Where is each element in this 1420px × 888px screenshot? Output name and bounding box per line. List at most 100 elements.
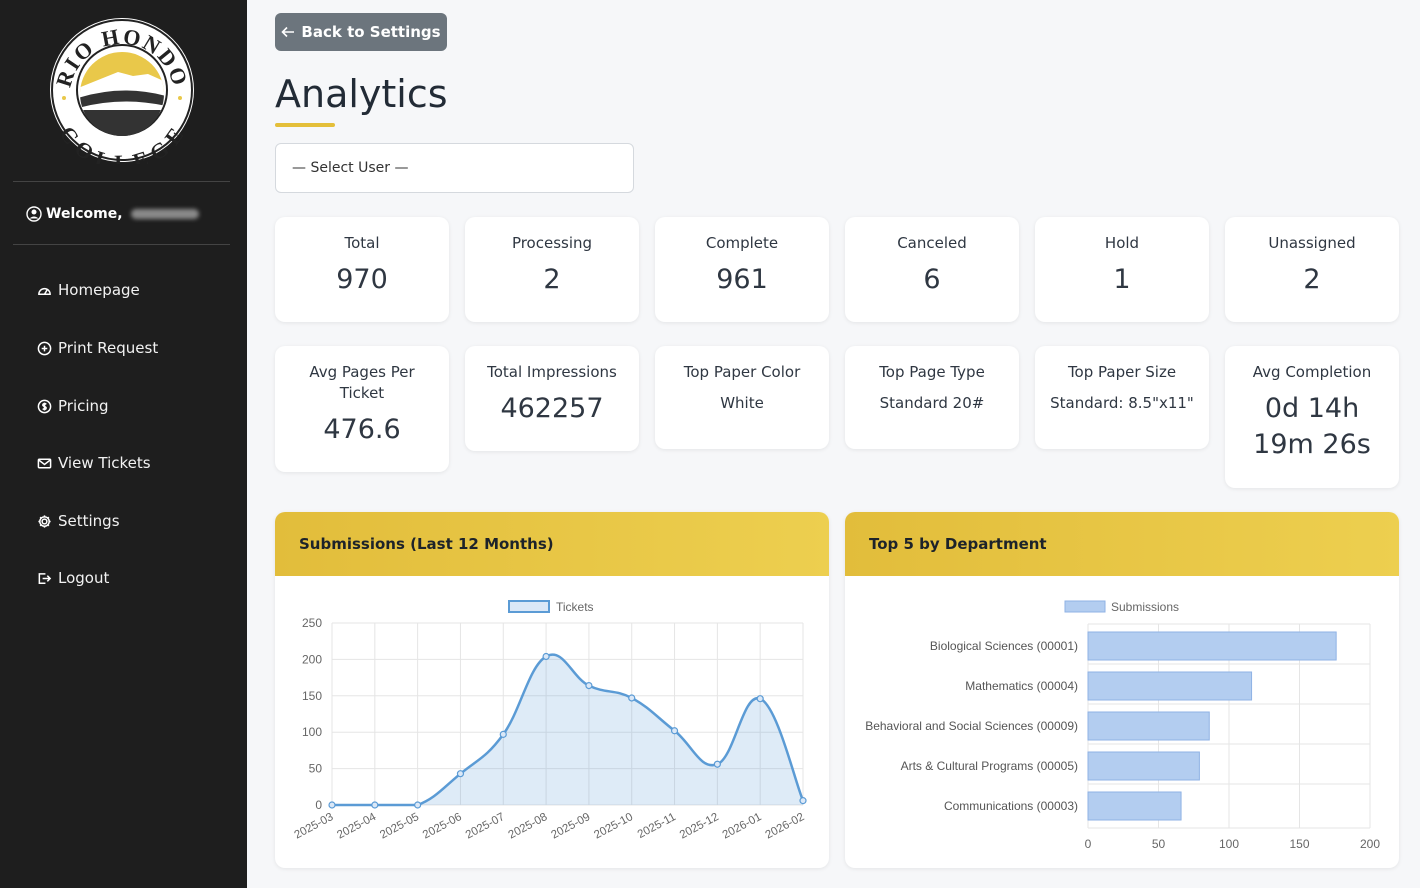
x-tick-label: 2025-07 [464,811,507,841]
stat-card-top-page-type: Top Page Type Standard 20# [845,346,1019,449]
y-tick-label: 0 [315,798,322,812]
title-underline [275,123,335,127]
stat-value: 961 [716,264,768,295]
department-panel: Top 5 by Department Submissions 0 50 100 150… [845,512,1399,868]
welcome-label: Welcome, [46,206,123,222]
sidebar-divider-top [13,181,230,182]
gear-icon [38,514,51,528]
x-tick-label: 2025-06 [421,811,464,841]
x-tick-label: 2025-08 [507,811,550,841]
stat-card-hold: Hold 1 [1035,217,1209,322]
stat-card-top-paper-size: Top Paper Size Standard: 8.5"x11" [1035,346,1209,449]
user-select-dropdown[interactable]: — Select User — [275,143,634,193]
sidebar-item-label: Print Request [58,339,159,357]
sidebar-item-logout[interactable]: Logout [37,569,109,587]
stat-value: 1 [1113,264,1131,295]
sidebar-item-homepage[interactable]: Homepage [37,281,140,299]
stat-label: Avg Pages Per Ticket [309,363,415,402]
legend-swatch-tickets [508,600,550,613]
stat-label: Total [344,234,380,252]
y-tick-label: 250 [302,616,322,630]
back-to-settings-button[interactable]: Back to Settings [275,13,447,51]
sidebar-item-view-tickets[interactable]: View Tickets [37,454,151,472]
dollar-circle-icon [37,399,52,413]
bar-3 [1087,711,1210,741]
stat-card-top-paper-color: Top Paper Color White [655,346,829,449]
college-logo[interactable]: RIO HONDO COLLEGE [48,16,196,175]
data-point [628,694,636,702]
stat-value: 6 [923,264,941,295]
stat-value-line2: 19m 26s [1253,429,1371,460]
data-point [456,770,465,778]
data-point [542,652,550,661]
data-point [713,760,721,768]
x-tick-label: 200 [1360,837,1380,851]
stat-value: 476.6 [323,414,401,445]
stat-value: 2 [543,264,561,295]
department-panel-title: Top 5 by Department [845,512,1399,576]
stat-label: Total Impressions [487,363,617,381]
x-tick-label: 2025-05 [378,811,421,841]
data-point [499,730,507,738]
x-tick-label: 2025-10 [592,811,635,841]
x-tick-label: 100 [1219,837,1239,851]
stat-value-line1: 0d 14h [1264,393,1360,424]
x-tick-label: 2025-09 [549,811,592,841]
sidebar-item-pricing[interactable]: Pricing [37,397,109,415]
logout-icon [38,572,52,584]
bar-1 [1087,631,1337,661]
username-redacted [130,209,199,219]
stat-card-total: Total 970 [275,217,449,322]
y-tick-label: Mathematics (00004) [965,679,1078,693]
y-tick-label: Communications (00003) [944,799,1078,813]
y-tick-label: 50 [309,762,323,776]
data-point [799,797,807,805]
stat-value: 462257 [500,393,604,424]
x-tick-label: 150 [1289,837,1309,851]
stat-value: 2 [1303,264,1321,295]
legend-swatch-submissions [1064,600,1106,613]
user-select-value: — Select User — [292,160,409,176]
sidebar-item-settings[interactable]: Settings [37,512,120,530]
department-chart: Submissions 0 50 100 150 200 Biological Scienc… [865,600,1380,851]
x-tick-label: 0 [1085,837,1092,851]
dashboard-icon [38,287,51,295]
stat-label: Unassigned [1268,234,1356,252]
sidebar-item-print-request[interactable]: Print Request [37,339,158,357]
stat-card-canceled: Canceled 6 [845,217,1019,322]
stat-value: White [720,394,764,412]
sidebar-item-label: Logout [58,569,110,587]
bar-4 [1087,751,1200,781]
x-tick-label: 2025-03 [292,811,335,841]
sidebar: RIO HONDO COLLEGE Welcome, Homepage Prin… [0,0,247,888]
data-point [328,801,336,809]
x-tick-label: 2025-04 [335,811,378,842]
x-tick-label: 2026-01 [721,811,764,841]
x-tick-label: 2025-12 [678,811,721,841]
plus-circle-icon [37,341,52,355]
y-tick-label: Biological Sciences (00001) [930,639,1078,653]
data-point [585,682,593,690]
welcome-message: Welcome, [26,206,199,222]
bar-2 [1087,671,1253,701]
sidebar-item-label: Pricing [58,397,109,415]
stat-value: Standard 20# [879,394,985,412]
x-tick-label: 50 [1152,837,1166,851]
stat-label: Top Paper Color [683,363,801,381]
y-tick-label: Behavioral and Social Sciences (00009) [865,719,1078,733]
data-point [371,801,379,809]
y-tick-label: 100 [302,725,322,739]
y-tick-label: 150 [302,689,322,703]
x-tick-label: 2026-02 [763,811,806,841]
stat-value: Standard: 8.5"x11" [1050,394,1194,412]
x-tick-label: 2025-11 [636,811,678,841]
stat-card-avg-pages: Avg Pages Per Ticket 476.6 [275,346,449,472]
legend-label-tickets: Tickets [556,600,594,614]
y-tick-label: 200 [302,652,322,666]
stat-label: Top Page Type [879,363,985,381]
sidebar-divider-bottom [13,244,230,245]
stat-label: Avg Completion [1252,363,1372,381]
stat-label: Complete [705,234,779,252]
data-point [670,727,679,735]
